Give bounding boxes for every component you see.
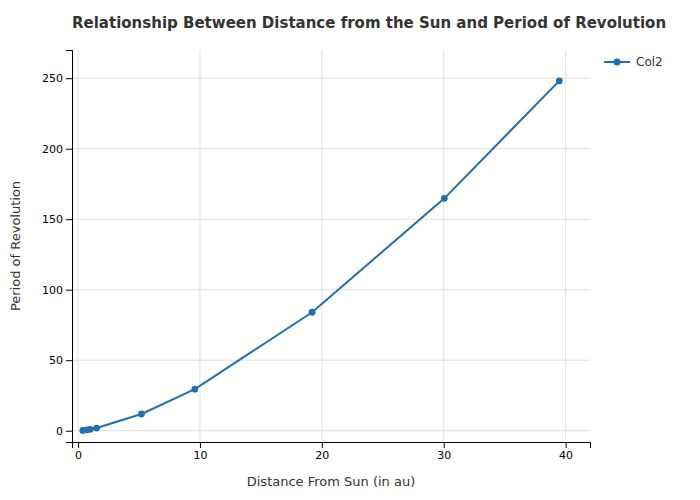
tick: 30: [437, 442, 451, 462]
tick-label: 150: [42, 213, 63, 226]
legend-label: Col2: [636, 55, 663, 69]
tick-mark: [200, 442, 201, 448]
point: [87, 426, 94, 433]
x-axis: 0 10 20 30 40: [73, 442, 591, 462]
tick-mark: [66, 78, 72, 79]
tick-label: 100: [42, 284, 63, 297]
tick: 100: [42, 284, 72, 297]
legend-item: Col2: [604, 55, 663, 69]
tick-mark: [66, 360, 72, 361]
tick-label: 0: [75, 449, 82, 462]
tick: 10: [193, 442, 207, 462]
marks: [79, 78, 562, 434]
grid-line-y: [72, 430, 590, 431]
grid-line-x: [78, 50, 79, 442]
grid-line-y: [72, 289, 590, 290]
tick: 150: [42, 213, 72, 226]
grid-line-x: [443, 50, 444, 442]
y-axis: 0 50 100 150 200 250: [42, 51, 73, 443]
axis-line: [73, 443, 591, 449]
tick: 250: [42, 72, 72, 85]
grid-line-y: [72, 148, 590, 149]
tick-mark: [78, 442, 79, 448]
line: [83, 81, 559, 430]
point: [556, 78, 563, 85]
point: [191, 386, 198, 393]
grid-line-y: [72, 78, 590, 79]
tick-mark: [66, 431, 72, 432]
tick-label: 40: [559, 449, 573, 462]
grid-line-x: [199, 50, 200, 442]
tick: 200: [42, 143, 72, 156]
tick: 20: [315, 442, 329, 462]
point: [138, 411, 145, 418]
tick-mark: [322, 442, 323, 448]
tick-label: 10: [193, 449, 207, 462]
legend: Col2: [604, 55, 663, 69]
tick-label: 250: [42, 72, 63, 85]
tick-mark: [66, 219, 72, 220]
grid-line-x: [565, 50, 566, 442]
tick-label: 0: [56, 425, 63, 438]
tick: 40: [559, 442, 573, 462]
point: [93, 425, 100, 432]
point: [441, 195, 448, 202]
tick-label: 20: [315, 449, 329, 462]
tick-mark: [566, 442, 567, 448]
y-axis-title: Period of Revolution: [8, 181, 23, 311]
tick-mark: [444, 442, 445, 448]
tick-mark: [66, 290, 72, 291]
axis-line: [66, 51, 73, 443]
legend-marker: [614, 59, 621, 66]
tick-label: 50: [49, 354, 63, 367]
grid-line-x: [321, 50, 322, 442]
tick: 50: [49, 354, 72, 367]
tick-mark: [66, 149, 72, 150]
point: [309, 309, 316, 316]
tick-label: 200: [42, 143, 63, 156]
grid-line-y: [72, 219, 590, 220]
grid: [72, 50, 590, 442]
plot-area: 0 10 20 30 40 0 50 100 150 200 250: [42, 50, 591, 462]
grid-line-y: [72, 360, 590, 361]
title: Relationship Between Distance from the S…: [72, 14, 666, 32]
tick: 0: [75, 442, 82, 462]
tick: 0: [56, 425, 72, 438]
tick-label: 30: [437, 449, 451, 462]
x-axis-title: Distance From Sun (in au): [247, 474, 416, 489]
chart: 0 10 20 30 40 0 50 100 150 200 250 Relationship Bet…: [0, 0, 700, 500]
